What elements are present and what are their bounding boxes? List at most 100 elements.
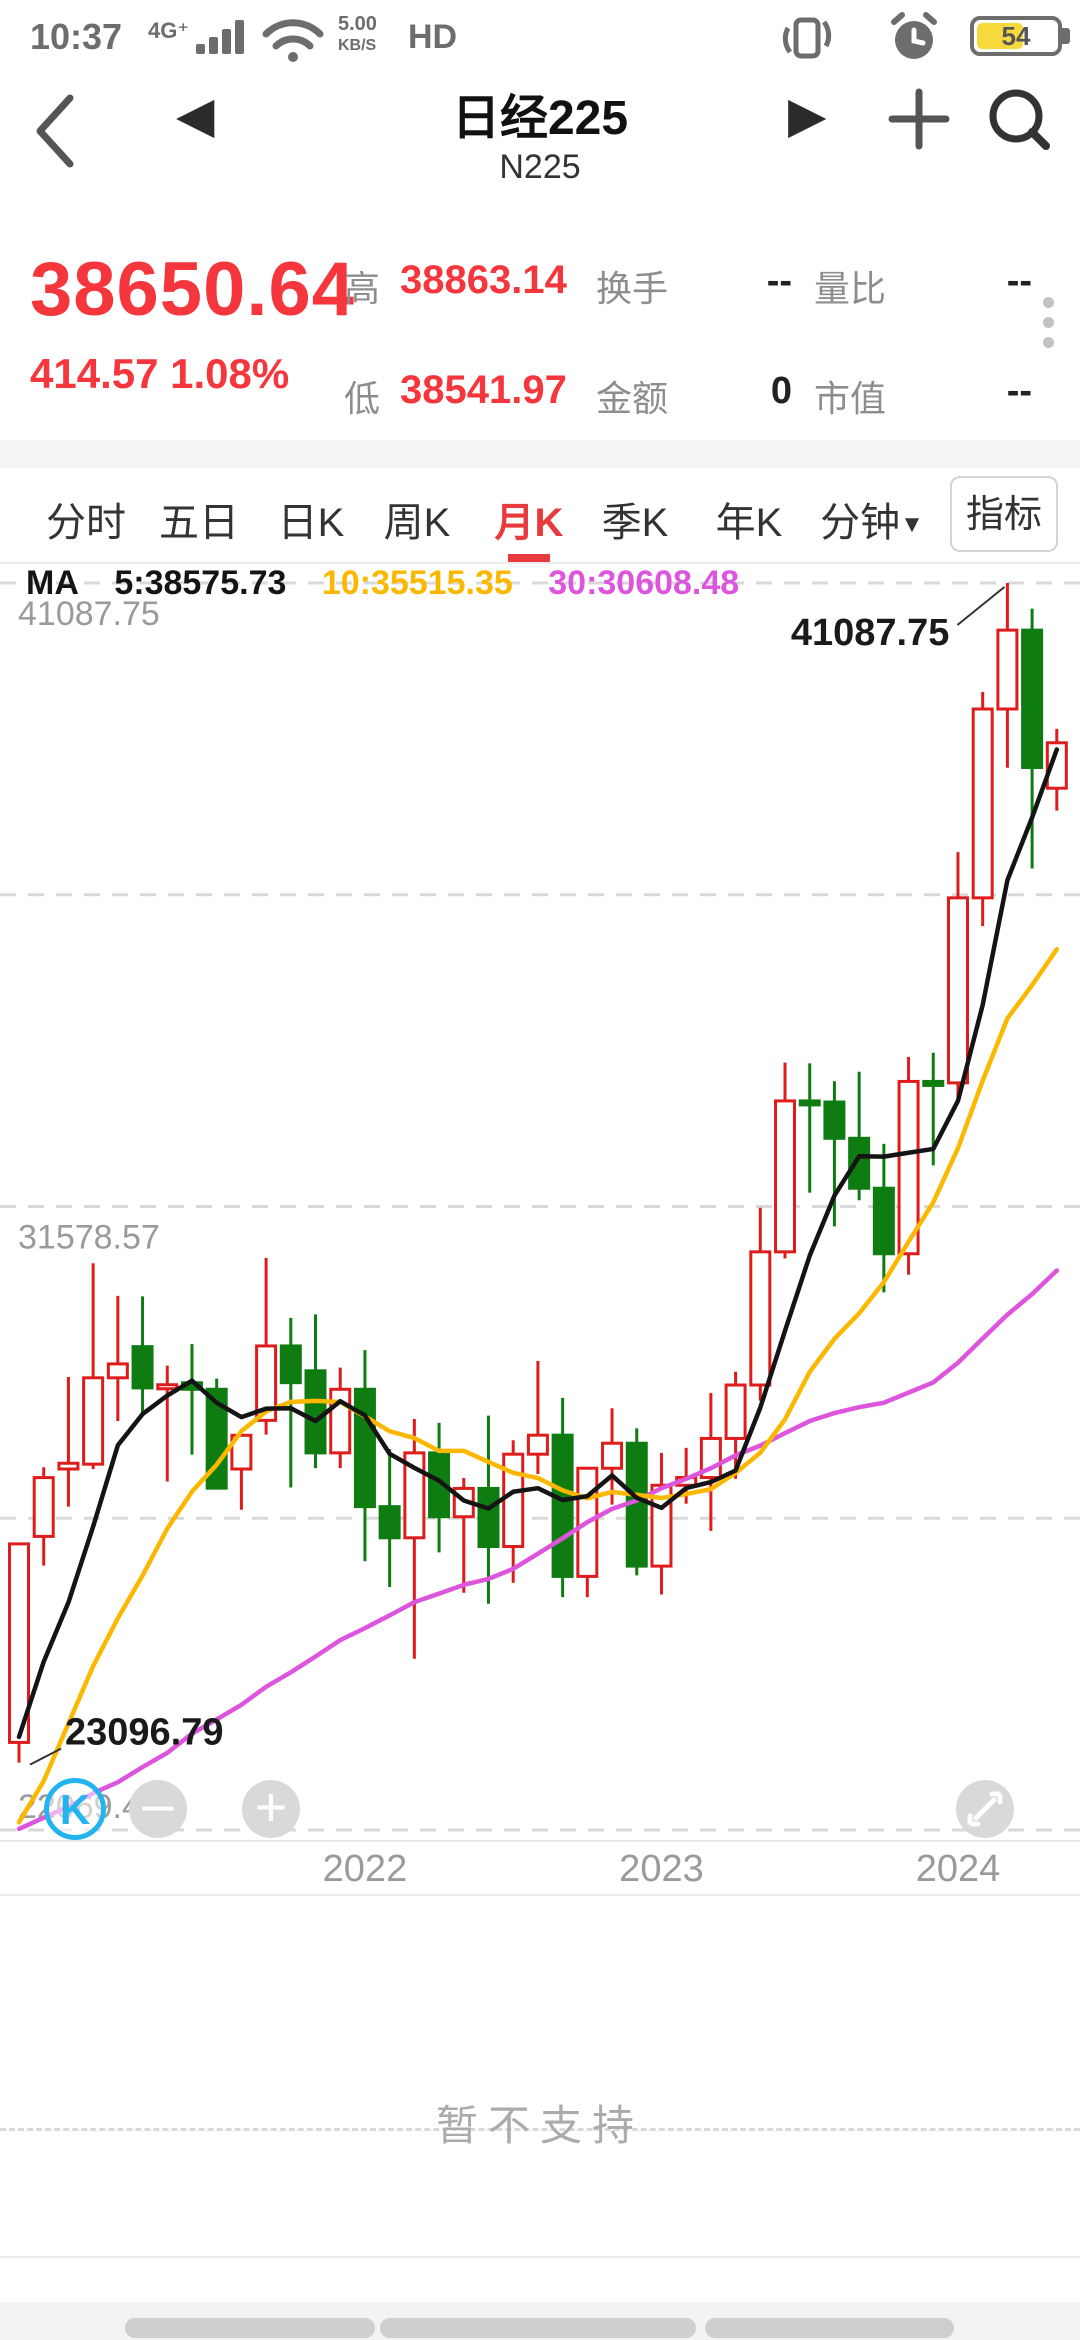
candle [922, 1079, 945, 1087]
tab-wuri[interactable]: 五日 [159, 501, 239, 545]
ma30-line [16, 1268, 1060, 1832]
candle [255, 1344, 278, 1422]
candle [897, 1079, 920, 1256]
search-icon[interactable] [984, 84, 1054, 154]
ma-legend: MA 5:38575.73 10:35515.35 30:30608.48 [26, 564, 765, 603]
kline-chart[interactable]: MA 5:38575.73 10:35515.35 30:30608.48 41… [0, 560, 1080, 1840]
network-type-label: 4G⁺ [148, 18, 189, 43]
signal-strength-icon [196, 20, 248, 54]
page-title: 日经225 [451, 92, 629, 145]
high-value: 38863.14 [400, 258, 567, 302]
x-axis-labels: 2022 2023 2024 [0, 1840, 1080, 1894]
candle [106, 1362, 129, 1380]
candle [724, 1383, 747, 1440]
volume-ratio-value: -- [1006, 260, 1032, 302]
candle [131, 1345, 154, 1390]
high-label: 高 [344, 268, 381, 309]
candle [82, 1376, 105, 1466]
candle [329, 1387, 352, 1455]
more-menu-icon[interactable] [1036, 288, 1060, 368]
alarm-clock-icon [891, 12, 937, 59]
nav-placeholder[interactable] [705, 2318, 954, 2338]
price-change: 414.57 1.08% [30, 350, 290, 397]
zoom-out-button[interactable]: – [129, 1776, 187, 1838]
ma5-value: 5:38575.73 [114, 564, 287, 602]
bottom-nav-strip [0, 2302, 1080, 2340]
selected-tab-indicator [508, 554, 550, 562]
unsupported-message: 暂不支持 [435, 2102, 644, 2149]
x-axis-year-label: 2023 [619, 1848, 704, 1890]
battery-icon: 54 [970, 16, 1070, 56]
fullscreen-button[interactable] [956, 1780, 1014, 1838]
nav-placeholder[interactable] [125, 2318, 375, 2338]
y-axis-label: 31578.57 [18, 1219, 160, 1257]
sub-pane-gridline [0, 2128, 1080, 2131]
candle [230, 1433, 253, 1471]
candle [8, 1542, 30, 1744]
x-axis-year-label: 2024 [915, 1848, 1001, 1890]
candle [774, 1099, 797, 1254]
prev-stock-icon[interactable]: ◀ [176, 87, 215, 143]
back-icon[interactable] [32, 92, 78, 170]
candle [749, 1250, 772, 1387]
candle [971, 707, 994, 900]
ma10-line [16, 946, 1060, 1825]
low-label: 低 [344, 378, 381, 419]
ma5-line [16, 747, 1060, 1740]
sub-indicator-pane: 暂不支持 [0, 1894, 1080, 2258]
amount-value: 0 [770, 370, 792, 412]
nav-placeholder[interactable] [380, 2318, 696, 2338]
candle [205, 1387, 228, 1490]
next-stock-icon[interactable]: ▶ [788, 87, 827, 143]
y-axis-label: 41087.75 [18, 595, 160, 633]
candle [601, 1441, 624, 1470]
market-cap-label: 市值 [814, 378, 887, 419]
ma-prefix: MA [26, 564, 79, 602]
candle [551, 1433, 574, 1578]
high-annotation: 41087.75 [791, 612, 950, 654]
period-tab-bar: 分时 五日 日K 周K 月K 季K 年K 分钟▼ 指标 [0, 468, 1080, 564]
quote-panel: 38650.64 414.57 1.08% 高 38863.14 低 38541… [0, 228, 1080, 440]
candle [353, 1387, 376, 1509]
expand-arrows-icon [967, 1791, 1003, 1827]
market-cap-value: -- [1006, 370, 1032, 412]
stock-code: N225 [499, 148, 581, 186]
tab-nian-k[interactable]: 年K [715, 501, 783, 545]
indicator-button[interactable]: 指标 [950, 476, 1058, 552]
candle [823, 1100, 846, 1140]
low-value: 38541.97 [400, 368, 567, 412]
turnover-value: -- [766, 260, 792, 302]
title-bar: ◀ 日经225 N225 ▶ [0, 62, 1080, 228]
candle [57, 1461, 80, 1471]
x-axis-year-label: 2022 [322, 1848, 408, 1890]
add-watchlist-icon[interactable] [886, 86, 952, 152]
zoom-in-button[interactable]: + [242, 1779, 300, 1838]
candle [156, 1383, 179, 1391]
tab-yue-k[interactable]: 月K [494, 501, 564, 545]
tab-ji-k[interactable]: 季K [601, 501, 669, 545]
callout-line [29, 1747, 62, 1766]
candle [279, 1344, 302, 1385]
candle [798, 1099, 821, 1107]
amount-label: 金额 [596, 378, 669, 419]
callout-line [956, 586, 1006, 626]
tab-minute-dropdown[interactable]: 分钟▼ [820, 501, 924, 545]
last-price: 38650.64 [30, 247, 355, 332]
tab-fenshi[interactable]: 分时 [46, 501, 126, 545]
network-speed: 5.00 KB/S [338, 13, 377, 54]
rotation-lock-icon [782, 17, 832, 59]
low-annotation: 23096.79 [65, 1712, 224, 1754]
tab-zhou-k[interactable]: 周K [383, 501, 451, 545]
candle [848, 1136, 871, 1190]
status-bar: 10:37 4G⁺ 5.00 KB/S HD 54 [0, 0, 1080, 62]
volume-ratio-label: 量比 [814, 268, 887, 309]
hd-indicator: HD [408, 18, 458, 56]
clock-time: 10:37 [30, 16, 123, 57]
candle [872, 1186, 895, 1256]
battery-percent: 54 [1001, 21, 1031, 51]
candle [378, 1505, 401, 1540]
wifi-icon [262, 19, 324, 62]
kline-style-button[interactable]: K [44, 1778, 106, 1840]
tab-ri-k[interactable]: 日K [277, 501, 345, 545]
